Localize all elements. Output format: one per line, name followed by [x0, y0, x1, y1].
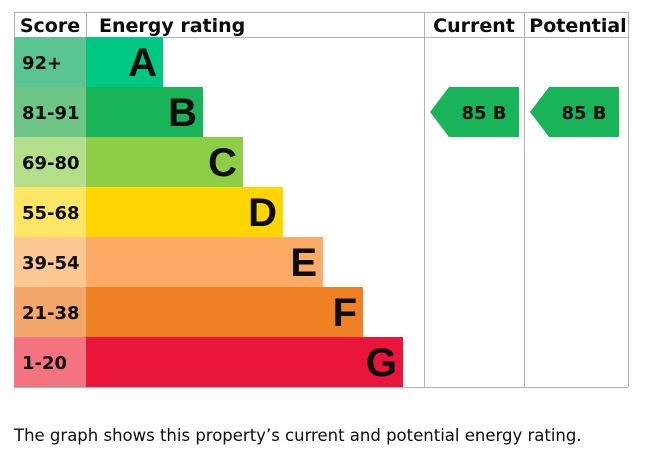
header-current: Current: [433, 15, 515, 37]
rating-bar-e: [86, 237, 323, 287]
header-score: Score: [20, 15, 80, 37]
rating-bar-b: [86, 87, 203, 137]
rating-letter-e: E: [290, 241, 317, 285]
header-energy-rating: Energy rating: [99, 15, 245, 37]
header-potential: Potential: [529, 15, 626, 37]
rating-letter-b: B: [168, 91, 197, 135]
column-headers: Score Energy rating Current Potential: [20, 15, 627, 37]
score-range-c: 69-80: [22, 153, 80, 174]
score-range-d: 55-68: [22, 203, 80, 224]
rating-letter-g: G: [366, 341, 397, 385]
score-cell-c: [14, 137, 86, 187]
rating-bar-g: [86, 337, 403, 387]
rating-bar-a: [86, 37, 163, 87]
potential-rating-label: 85 B: [561, 103, 606, 124]
score-range-g: 1-20: [22, 353, 67, 374]
score-cell-a: [14, 37, 86, 87]
energy-rating-chart: 92+ A81-91 B69-80 C55-68 D39-54 E21-38 F1-20 G …: [14, 12, 629, 388]
score-cell-f: [14, 287, 86, 337]
rating-letter-c: C: [208, 141, 237, 185]
score-range-b: 81-91: [22, 103, 80, 124]
rating-bar-d: [86, 187, 283, 237]
chart-caption: The graph shows this property’s current …: [14, 426, 582, 445]
potential-rating-arrow: [530, 87, 619, 137]
rating-bands: 92+ A 81-91 B 69-80 C 55-68 D 39-54 E 21-38 F 1-20 G: [14, 37, 403, 387]
current-rating-label: 85 B: [461, 103, 506, 124]
rating-markers: 85 B 85 B: [430, 87, 619, 137]
score-cell-g: [14, 337, 86, 387]
score-cell-d: [14, 187, 86, 237]
score-cell-e: [14, 237, 86, 287]
score-range-e: 39-54: [22, 253, 80, 274]
score-range-f: 21-38: [22, 303, 80, 324]
rating-letter-d: D: [248, 191, 277, 235]
score-cell-b: [14, 87, 86, 137]
rating-letter-f: F: [333, 291, 357, 335]
score-range-a: 92+: [22, 53, 62, 74]
rating-letter-a: A: [128, 41, 157, 85]
rating-bar-c: [86, 137, 243, 187]
rating-bar-f: [86, 287, 363, 337]
current-rating-arrow: [430, 87, 519, 137]
